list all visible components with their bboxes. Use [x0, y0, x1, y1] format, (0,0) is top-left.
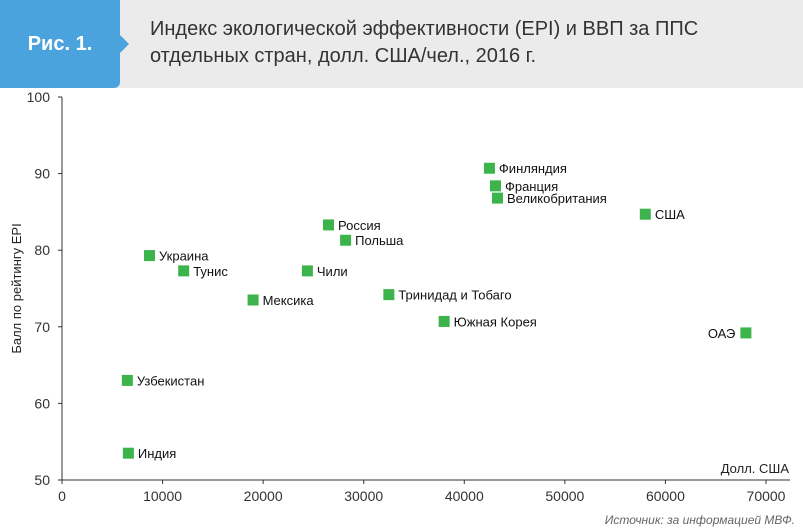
data-point	[383, 289, 395, 301]
data-point	[122, 447, 134, 459]
data-point	[489, 180, 501, 192]
x-tick-label: 50000	[545, 488, 584, 504]
y-tick-label: 90	[34, 166, 50, 182]
data-point-label: Чили	[317, 264, 348, 279]
data-point-label: Великобритания	[507, 191, 607, 206]
data-point-label: Индия	[138, 446, 176, 461]
data-point-label: ОАЭ	[708, 326, 736, 341]
figure-badge: Рис. 1.	[0, 0, 129, 88]
y-tick-label: 100	[27, 89, 51, 105]
figure-badge-label: Рис. 1.	[27, 32, 93, 55]
data-point-label: Южная Корея	[454, 314, 537, 329]
x-tick-label: 30000	[344, 488, 383, 504]
x-tick-label: 40000	[445, 488, 484, 504]
scatter-chart: 50 60 70 80 90 100 0 10000 20000 30000 40000 50000 6…	[9, 89, 790, 504]
x-tick-label: 0	[58, 488, 66, 504]
x-tick-label: 10000	[143, 488, 182, 504]
data-point	[178, 265, 190, 277]
data-point-label: Финляндия	[499, 161, 567, 176]
data-point-label: Украина	[159, 249, 209, 264]
data-point-label: Франция	[505, 179, 558, 194]
data-point-label: Мексика	[263, 293, 315, 308]
data-point-label: Узбекистан	[137, 373, 205, 388]
y-tick-label: 70	[34, 319, 50, 335]
data-point	[323, 219, 335, 231]
y-axis-label: Балл по рейтингу EPI	[9, 223, 24, 353]
figure-header: Рис. 1. Индекс экологической эффективнос…	[0, 0, 803, 88]
x-tick-label: 20000	[244, 488, 283, 504]
x-tick-label: 70000	[747, 488, 786, 504]
data-point	[121, 374, 133, 386]
data-point-label: Тунис	[193, 264, 228, 279]
data-point	[143, 250, 155, 262]
data-point	[483, 162, 495, 174]
data-point	[491, 192, 503, 204]
chart-title: Индекс экологической эффективности (EPI)…	[150, 18, 699, 67]
source-note: Источник: за информацией МВФ.	[604, 513, 795, 527]
y-tick-label: 50	[34, 472, 50, 488]
data-point	[639, 208, 651, 220]
data-point-label: Россия	[338, 218, 381, 233]
data-point	[438, 315, 450, 327]
x-axis-label: Долл. США	[721, 461, 790, 476]
data-point-label: США	[655, 207, 685, 222]
data-point	[247, 294, 259, 306]
x-tick-label: 60000	[646, 488, 685, 504]
y-tick-label: 80	[34, 242, 50, 258]
data-point	[340, 234, 352, 246]
data-point-label: Тринидад и Тобаго	[398, 288, 511, 303]
y-tick-label: 60	[34, 395, 50, 411]
data-point	[740, 327, 752, 339]
data-point-label: Польша	[355, 233, 404, 248]
data-point	[301, 265, 313, 277]
